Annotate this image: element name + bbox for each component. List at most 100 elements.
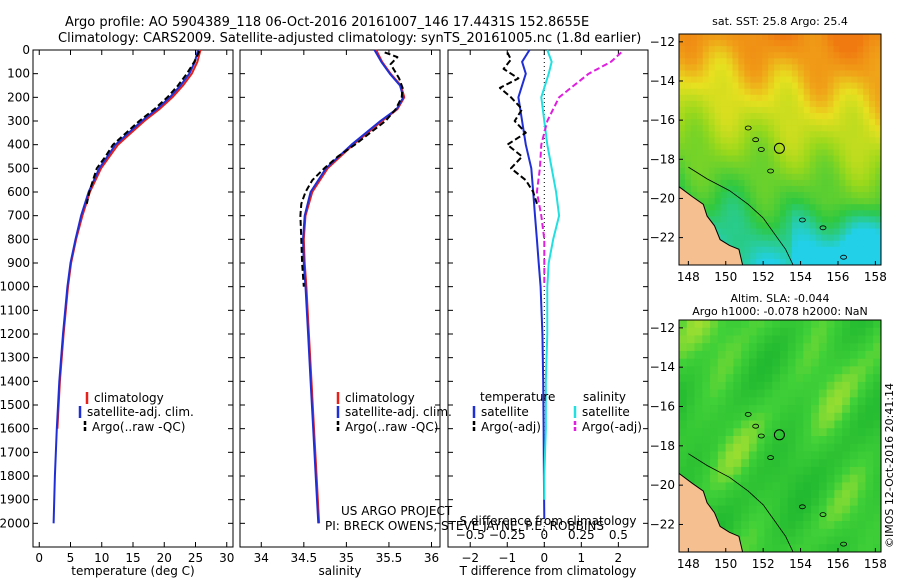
map-cell [717,482,727,491]
map-cell [756,320,766,329]
map-cell [744,34,751,41]
temperature-ticks: 0 5 10 15 20 25 300100200300400500600700800900… [0,43,234,565]
map-cell [842,482,851,491]
map-cell [785,234,793,242]
map-cell [791,119,799,126]
map-cell [863,88,870,96]
map-cell [797,161,805,169]
map-cell [768,82,775,90]
map-cell [865,405,874,414]
map-cell [684,179,692,187]
map-cell [857,240,864,248]
map-cell [873,374,881,383]
map-cell [827,222,835,230]
map-cell [756,412,766,422]
map-cell [865,412,874,422]
map-cell [834,490,843,499]
map-cell [720,198,728,205]
map-cell [863,161,870,169]
map-cell [821,64,829,72]
map-cell [818,412,828,422]
map-cell [821,88,829,96]
map-cell [811,374,820,383]
map-cell [679,137,686,145]
map-cell [733,482,742,491]
map-cell [780,528,789,538]
map-cell [826,443,835,453]
map-cell [768,155,775,163]
map-cell [738,106,745,114]
map-cell [845,185,852,193]
map-cell [834,451,843,460]
map-cell [725,412,734,422]
map-cell [725,466,734,476]
map-cell [732,88,740,96]
map-cell [690,88,698,96]
map-cell [827,204,835,211]
map-cell [803,82,811,90]
map-cell [774,143,781,151]
map-cell [857,179,864,187]
map-cell [865,366,874,375]
map-cell [756,216,763,224]
imos-stamp: ©IMOS 12-Oct-2016 20:41:14 [883,383,896,548]
map-cell [702,420,711,429]
map-cell [720,222,728,230]
map-cell [714,210,722,217]
map-cell [803,210,811,217]
map-cell [710,459,719,468]
map-cell [857,466,867,476]
map-cell [780,198,787,205]
map-cell [809,119,817,126]
map-cell [851,137,858,145]
map-cell [803,192,811,199]
profile-location-marker [773,142,785,154]
series-line-temperature-argo-adj- [498,51,538,205]
map-cell [797,179,805,187]
map-cell [865,428,874,437]
map-cell [849,459,859,468]
map-cell [780,420,789,429]
map-cell [702,58,710,65]
map-cell [768,64,775,72]
map-cell [809,155,817,163]
map-cell [833,198,841,205]
map-cell [818,536,828,545]
map-cell [702,52,710,59]
map-cell [708,119,716,126]
map-cell [726,125,734,132]
reef-outline [767,168,774,174]
map-cell [762,106,769,114]
map-cell [826,405,835,414]
map-cell [865,436,874,445]
map-cell [679,466,688,476]
map-cell [875,258,881,265]
map-cell [787,397,797,406]
map-cell [733,497,742,507]
map-cell [696,58,704,65]
map-cell [791,143,799,151]
map-cell [780,179,787,187]
map-cell [785,52,793,59]
map-cell [702,131,710,138]
map-cell [720,161,728,169]
map-cell [762,161,769,169]
map-cell [849,374,859,383]
map-cell [851,106,858,114]
map-cell [797,173,805,181]
map-cell [869,252,876,260]
legend-label-temp-satellite: satellite [481,405,529,419]
map-cell [744,46,751,53]
map-cell [787,513,797,522]
map-cell [797,58,805,65]
map-cell [686,428,696,437]
map-cell [827,228,835,236]
map-cell [851,70,858,78]
map-cell [815,143,823,151]
map-cell [857,544,867,552]
map-cell [826,451,835,460]
map-cell [744,210,751,217]
map-cell [732,240,740,248]
map-cell [733,397,742,406]
map-cell [717,335,727,344]
